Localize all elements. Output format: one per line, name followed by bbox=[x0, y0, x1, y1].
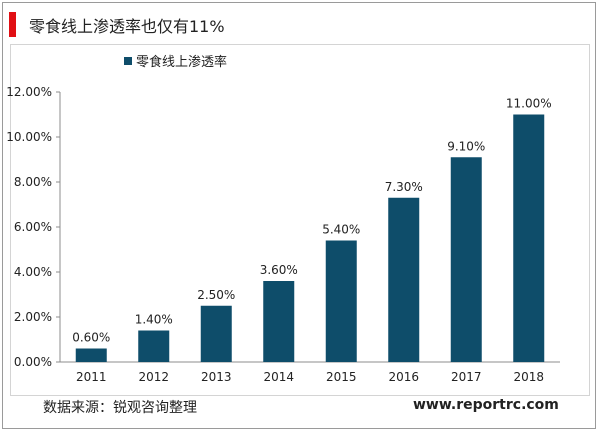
data-label: 1.40% bbox=[135, 313, 173, 327]
x-tick-label: 2012 bbox=[138, 370, 169, 384]
data-label: 0.60% bbox=[72, 331, 110, 345]
legend-swatch bbox=[124, 57, 132, 65]
data-label: 2.50% bbox=[197, 288, 235, 302]
y-tick-label: 2.00% bbox=[14, 310, 52, 324]
bar bbox=[513, 114, 545, 362]
bar bbox=[388, 197, 420, 362]
data-label: 3.60% bbox=[260, 263, 298, 277]
x-tick-label: 2013 bbox=[201, 370, 232, 384]
bar bbox=[450, 157, 482, 362]
data-label: 5.40% bbox=[322, 223, 360, 237]
chart-area bbox=[10, 44, 590, 396]
page-title: 零食线上渗透率也仅有11% bbox=[29, 17, 225, 36]
y-tick-label: 4.00% bbox=[14, 265, 52, 279]
website-url: www.reportrc.com bbox=[413, 397, 559, 413]
y-tick-label: 10.00% bbox=[6, 130, 52, 144]
data-label: 11.00% bbox=[506, 97, 552, 111]
data-source: 数据来源：锐观咨询整理 bbox=[43, 400, 197, 416]
bar bbox=[200, 305, 232, 362]
x-tick-label: 2015 bbox=[326, 370, 357, 384]
data-label: 7.30% bbox=[385, 180, 423, 194]
x-tick-label: 2014 bbox=[263, 370, 294, 384]
legend-label: 零食线上渗透率 bbox=[136, 54, 227, 70]
y-tick-label: 12.00% bbox=[6, 85, 52, 99]
bar bbox=[263, 281, 295, 362]
y-tick-label: 6.00% bbox=[14, 220, 52, 234]
data-label: 9.10% bbox=[447, 139, 485, 153]
x-tick-label: 2017 bbox=[451, 370, 482, 384]
bar bbox=[138, 330, 170, 362]
bar bbox=[325, 240, 357, 362]
bar bbox=[75, 348, 107, 362]
x-tick-label: 2016 bbox=[388, 370, 419, 384]
x-tick-label: 2018 bbox=[513, 370, 544, 384]
x-tick-label: 2011 bbox=[76, 370, 107, 384]
y-tick-label: 8.00% bbox=[14, 175, 52, 189]
title-accent-bar bbox=[9, 12, 16, 37]
chart-frame: 零食线上渗透率也仅有11% bbox=[2, 2, 596, 429]
y-tick-label: 0.00% bbox=[14, 355, 52, 369]
